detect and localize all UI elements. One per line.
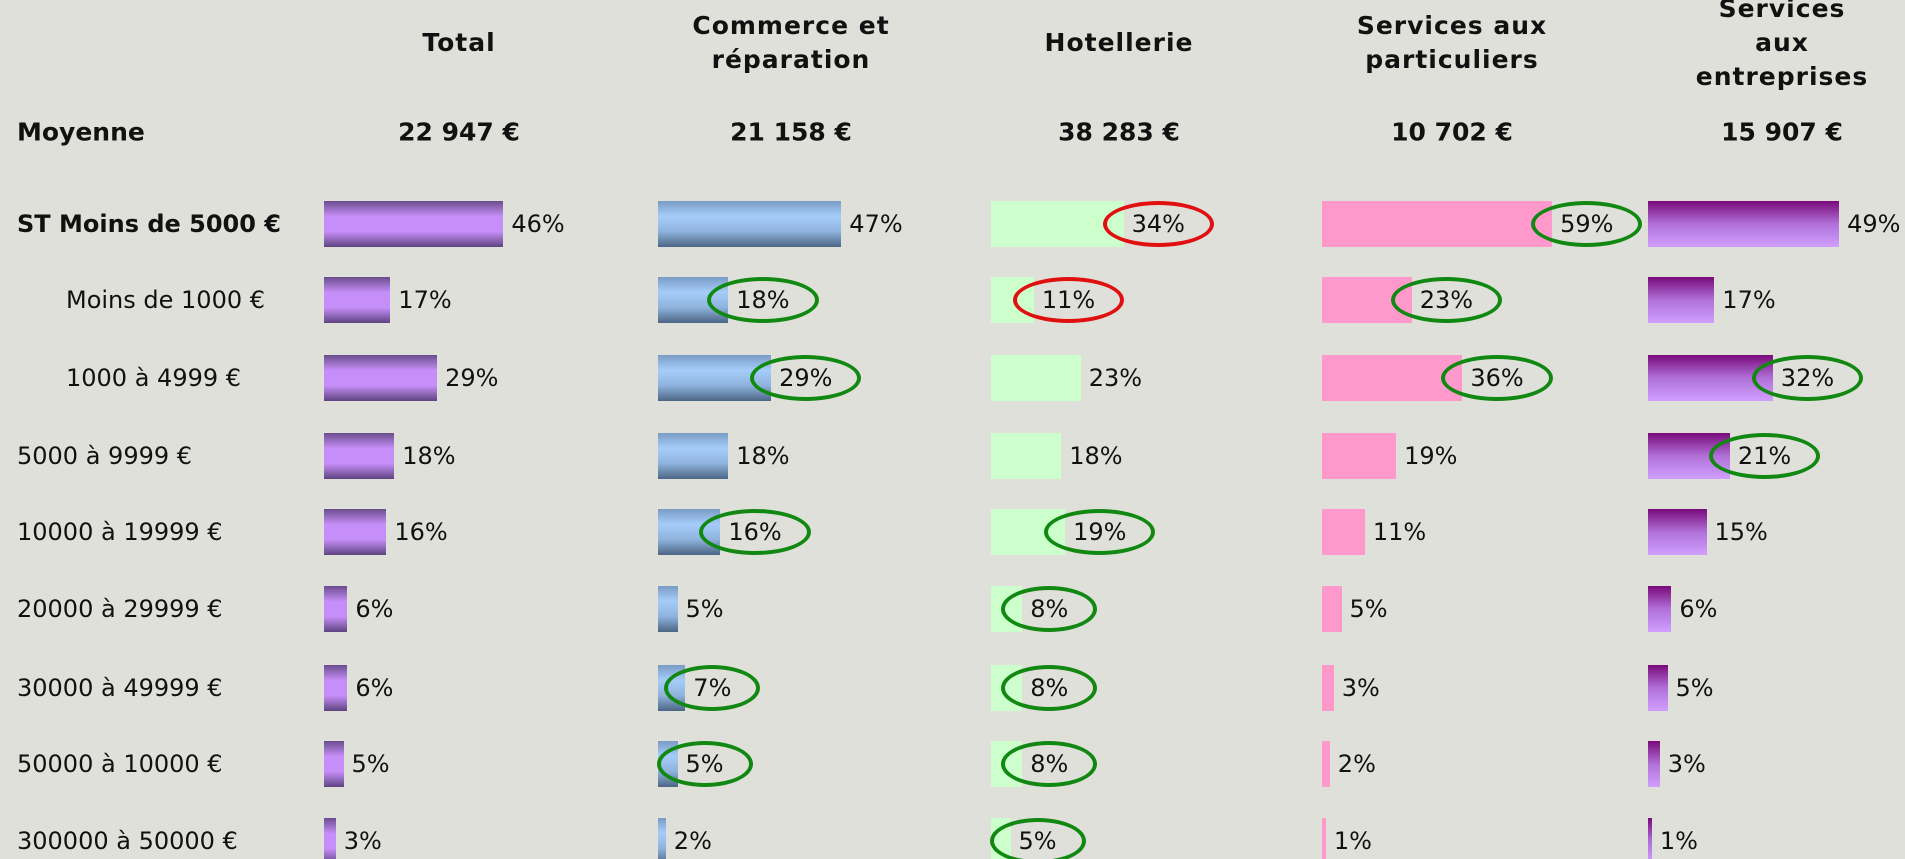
bar — [658, 201, 842, 247]
bar — [324, 665, 348, 711]
highlight-circle — [1531, 201, 1643, 247]
value-label: 18% — [1069, 442, 1123, 470]
bar — [324, 355, 438, 401]
bar — [324, 741, 344, 787]
highlight-circle — [1441, 355, 1553, 401]
value-label: 1% — [1333, 827, 1372, 855]
row-label: 20000 à 29999 € — [17, 595, 223, 623]
value-label: 6% — [1679, 595, 1718, 623]
bar — [658, 433, 729, 479]
column-mean: 21 158 € — [730, 117, 852, 147]
value-label: 18% — [736, 442, 790, 470]
highlight-circle — [699, 509, 811, 555]
value-label: 2% — [1337, 750, 1376, 778]
highlight-circle — [1001, 741, 1098, 787]
column-mean: 38 283 € — [1058, 117, 1180, 147]
bar — [1648, 277, 1715, 323]
bar — [1648, 509, 1707, 555]
highlight-circle — [1001, 665, 1098, 711]
value-label: 15% — [1714, 518, 1768, 546]
value-label: 16% — [394, 518, 448, 546]
bar — [1322, 509, 1365, 555]
value-label: 49% — [1847, 210, 1901, 238]
column-title: Total — [422, 28, 496, 57]
bar — [324, 433, 395, 479]
bar — [1322, 433, 1397, 479]
bar — [1322, 741, 1330, 787]
highlight-circle — [1012, 277, 1125, 323]
bar — [1648, 818, 1652, 859]
value-label: 19% — [1404, 442, 1458, 470]
bar — [1322, 665, 1334, 711]
value-label: 46% — [511, 210, 565, 238]
row-label: 300000 à 50000 € — [17, 827, 238, 855]
bar — [991, 433, 1062, 479]
highlight-circle — [664, 665, 761, 711]
bar — [324, 586, 348, 632]
column-mean: 10 702 € — [1391, 117, 1513, 147]
bar — [1648, 201, 1840, 247]
bar — [658, 818, 666, 859]
column-mean: 22 947 € — [398, 117, 520, 147]
value-label: 5% — [351, 750, 390, 778]
value-label: 6% — [355, 595, 394, 623]
value-label: 17% — [1722, 286, 1776, 314]
row-label: 5000 à 9999 € — [17, 442, 193, 470]
row-label: Moins de 1000 € — [66, 286, 266, 314]
bar — [324, 509, 387, 555]
value-label: 6% — [355, 674, 394, 702]
bar — [324, 818, 336, 859]
bar — [324, 201, 504, 247]
value-label: 18% — [402, 442, 456, 470]
bar — [324, 277, 391, 323]
column-title: Services aux particuliers — [1356, 11, 1548, 74]
bar — [991, 355, 1081, 401]
value-label: 3% — [343, 827, 382, 855]
bar — [1648, 586, 1672, 632]
value-label: 5% — [685, 595, 724, 623]
highlight-circle — [1751, 355, 1864, 401]
column-title: Commerce et réparation — [692, 11, 890, 74]
column-mean: 15 907 € — [1721, 117, 1843, 147]
value-label: 3% — [1341, 674, 1380, 702]
value-label: 23% — [1088, 364, 1143, 392]
value-label: 5% — [1675, 674, 1714, 702]
row-label: 30000 à 49999 € — [17, 674, 223, 702]
row-label: 10000 à 19999 € — [17, 518, 223, 546]
row-label: ST Moins de 5000 € — [17, 210, 281, 238]
highlight-circle — [1708, 433, 1821, 479]
highlight-circle — [1390, 277, 1503, 323]
bar — [1322, 818, 1326, 859]
value-label: 2% — [673, 827, 712, 855]
bar — [1322, 201, 1553, 247]
bar — [658, 586, 678, 632]
highlight-circle — [750, 355, 862, 401]
row-header: Moyenne — [17, 117, 145, 147]
bar — [991, 201, 1124, 247]
value-label: 29% — [445, 364, 499, 392]
highlight-circle — [1001, 586, 1098, 632]
value-label: 47% — [849, 210, 903, 238]
highlight-circle — [1044, 509, 1156, 555]
column-title: Services aux entreprises — [1695, 0, 1869, 91]
value-label: 3% — [1667, 750, 1706, 778]
highlight-circle — [989, 818, 1086, 859]
highlight-circle — [656, 741, 753, 787]
value-label: 5% — [1349, 595, 1388, 623]
bar — [1322, 586, 1342, 632]
highlight-circle — [707, 277, 819, 323]
value-label: 11% — [1372, 518, 1427, 546]
highlight-circle — [1102, 201, 1214, 247]
row-label: 50000 à 10000 € — [17, 750, 223, 778]
row-label: 1000 à 4999 € — [66, 364, 242, 392]
value-label: 1% — [1659, 827, 1698, 855]
value-label: 17% — [398, 286, 452, 314]
column-title: Hotellerie — [1044, 28, 1194, 57]
bar — [1648, 665, 1668, 711]
bar — [1322, 355, 1463, 401]
bar — [1648, 741, 1660, 787]
